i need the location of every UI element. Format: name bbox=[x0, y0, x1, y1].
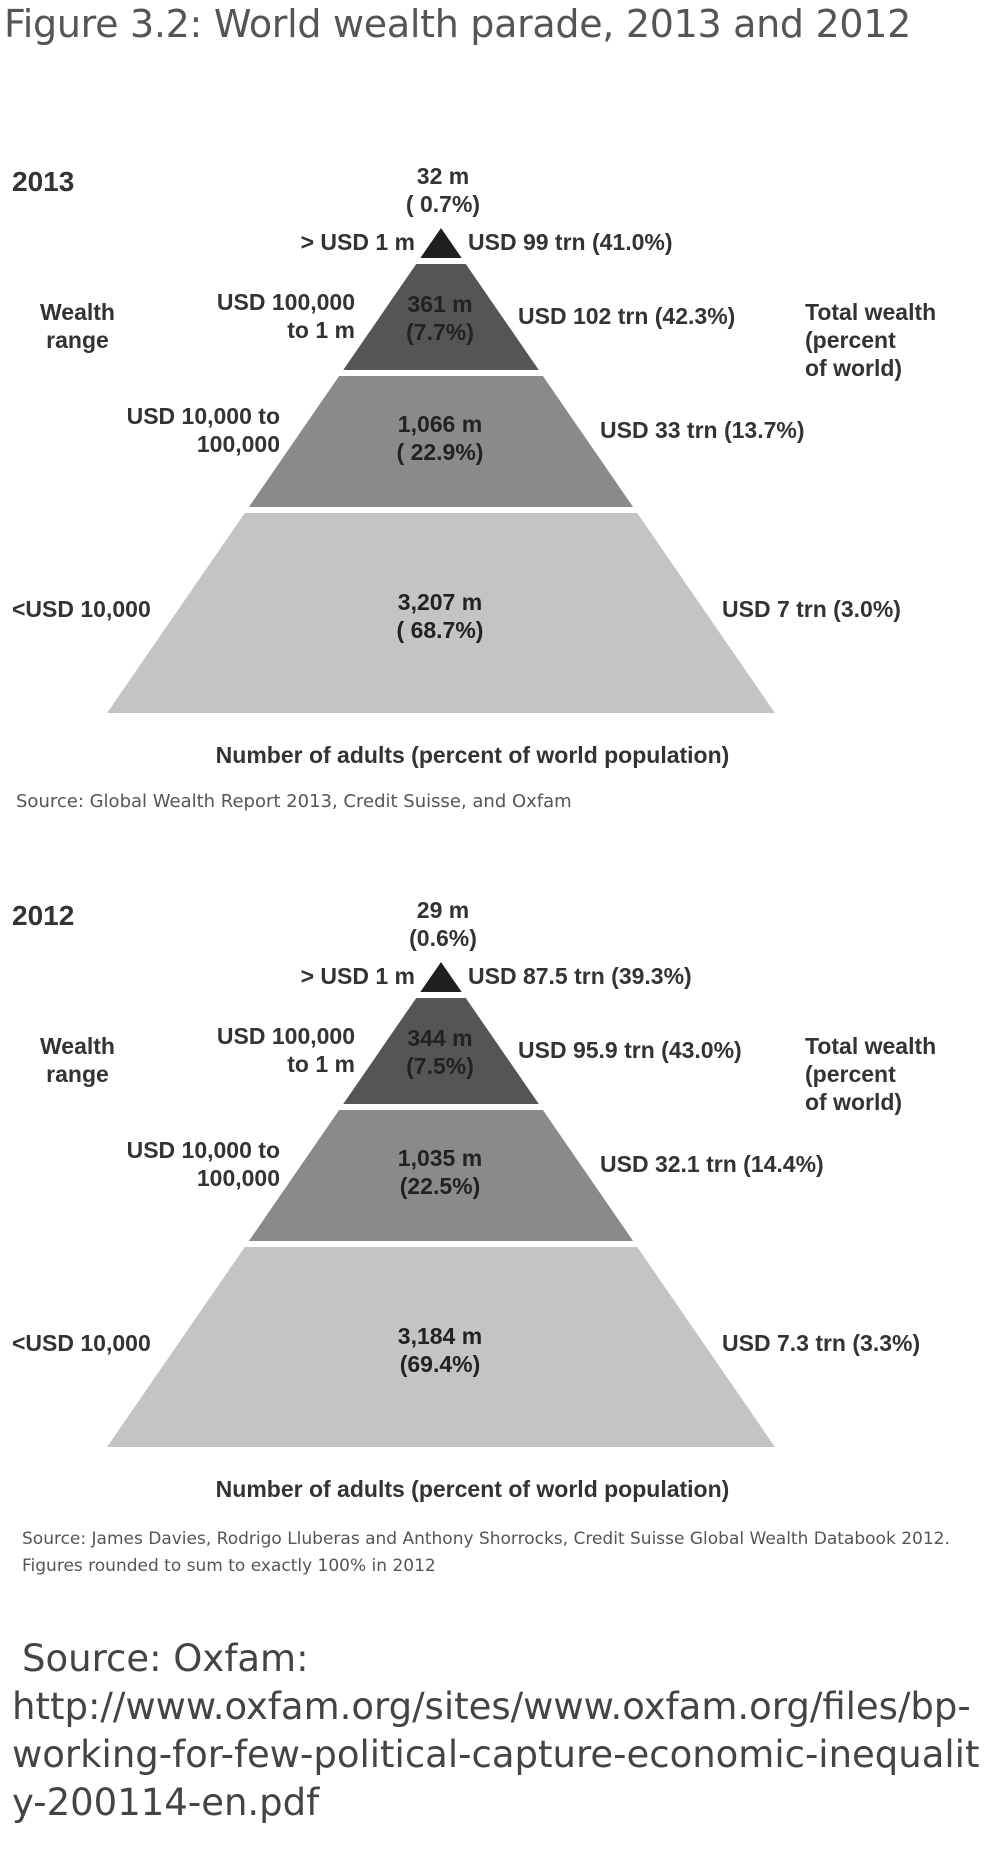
tier-range-label: > USD 1 m bbox=[300, 229, 415, 255]
tier-range-label: USD 10,000 to 100,000 bbox=[126, 1137, 280, 1191]
left-axis-title: Wealth range bbox=[40, 299, 115, 353]
tier-wealth-label: USD 102 trn (42.3%) bbox=[518, 303, 736, 329]
pyramid-tier-3 bbox=[248, 376, 634, 507]
source-note: Source: James Davies, Rodrigo Lluberas a… bbox=[22, 1529, 950, 1576]
figure-title: Figure 3.2: World wealth parade, 2013 an… bbox=[4, 2, 911, 46]
tier-range-label: > USD 1 m bbox=[300, 963, 415, 989]
tier-range-label: <USD 10,000 bbox=[12, 596, 151, 622]
pyramid-tier-3 bbox=[248, 1110, 634, 1241]
tier-adults-label: 344 m (7.5%) bbox=[406, 1025, 474, 1079]
tier-wealth-label: USD 7.3 trn (3.3%) bbox=[722, 1330, 921, 1356]
tier-wealth-label: USD 95.9 trn (43.0%) bbox=[518, 1037, 742, 1063]
pyramid-2012-svg bbox=[107, 962, 775, 1447]
pyramid-tier-4 bbox=[107, 513, 775, 713]
left-axis-title: Wealth range bbox=[40, 1033, 115, 1087]
pyramid-2013-svg bbox=[107, 228, 775, 713]
tier-adults-label: 1,035 m (22.5%) bbox=[397, 1145, 483, 1199]
tier-adults-label: 32 m( 0.7%) bbox=[405, 163, 481, 217]
x-axis-label: Number of adults (percent of world popul… bbox=[215, 742, 730, 768]
pyramid-tier-1 bbox=[420, 228, 462, 258]
tier-range-label: USD 100,000 to 1 m bbox=[216, 1023, 355, 1077]
right-axis-title: Total wealth (percent of world) bbox=[805, 1033, 937, 1115]
tier-wealth-label: USD 87.5 trn (39.3%) bbox=[468, 963, 692, 989]
pyramid-year: 2013 bbox=[12, 166, 75, 197]
tier-wealth-label: USD 33 trn (13.7%) bbox=[600, 417, 805, 443]
pyramid-tier-2 bbox=[343, 264, 539, 370]
tier-wealth-label: USD 7 trn (3.0%) bbox=[722, 596, 901, 622]
pyramid-tier-1 bbox=[420, 962, 462, 992]
tier-adults-label: 3,207 m( 68.7%) bbox=[396, 589, 484, 643]
tier-adults-label: 29 m (0.6%) bbox=[409, 897, 477, 951]
tier-adults-label: 361 m (7.7%) bbox=[406, 291, 474, 345]
right-axis-title: Total wealth (percent of world) bbox=[805, 299, 937, 381]
bottom-source-url[interactable]: http://www.oxfam.org/sites/www.oxfam.org… bbox=[12, 1685, 980, 1824]
pyramid-panel-2013: 2013 Wealth range Total wealth (percent of … bbox=[0, 0, 1000, 820]
pyramid-year: 2012 bbox=[12, 900, 75, 931]
tier-adults-label: 1,066 m( 22.9%) bbox=[396, 411, 484, 465]
x-axis-label: Number of adults (percent of world popul… bbox=[215, 1476, 730, 1502]
pyramid-tier-2 bbox=[343, 998, 539, 1104]
bottom-source-label: Source: Oxfam: bbox=[22, 1637, 309, 1680]
source-note: Source: Global Wealth Report 2013, Credi… bbox=[16, 791, 572, 812]
bottom-source-citation: Source: Oxfam: http://www.oxfam.org/site… bbox=[12, 1635, 997, 1827]
tier-adults-label: 3,184 m (69.4%) bbox=[397, 1323, 483, 1377]
tier-range-label: USD 10,000 to 100,000 bbox=[126, 403, 280, 457]
tier-wealth-label: USD 32.1 trn (14.4%) bbox=[600, 1151, 824, 1177]
tier-wealth-label: USD 99 trn (41.0%) bbox=[468, 229, 673, 255]
tier-range-label: USD 100,000 to 1 m bbox=[216, 289, 355, 343]
pyramid-tier-4 bbox=[107, 1247, 775, 1447]
tier-range-label: <USD 10,000 bbox=[12, 1330, 151, 1356]
pyramid-panel-2012: 2012 Wealth range Total wealth (percent of … bbox=[0, 734, 1000, 1594]
